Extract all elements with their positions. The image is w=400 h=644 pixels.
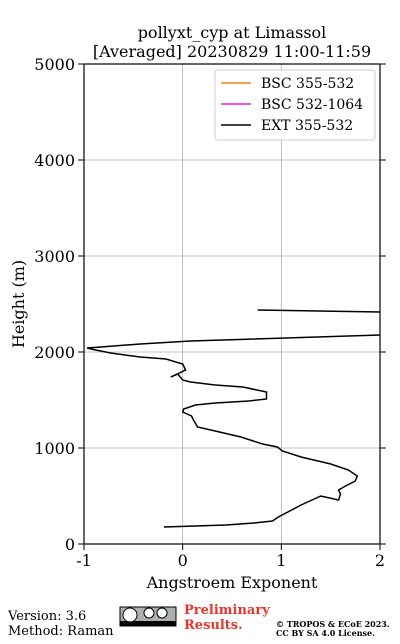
- x-tick-label: -1: [76, 551, 92, 570]
- line: [86, 309, 381, 528]
- method: Method: Raman: [8, 624, 114, 639]
- y-axis-label: Height (m): [9, 260, 28, 348]
- legend-label: BSC 355-532: [261, 76, 354, 92]
- y-tick-label: 1000: [34, 439, 75, 458]
- y-tick-label: 3000: [34, 247, 75, 266]
- chart-subtitle: [Averaged] 20230829 11:00-11:59: [93, 42, 371, 61]
- results: Results.: [184, 618, 243, 633]
- license: CC BY SA 4.0 License.: [276, 628, 375, 638]
- legend-box: [214, 69, 376, 141]
- copyright: © TROPOS & ECoE 2023.: [276, 619, 390, 629]
- y-tick-label: 2000: [34, 343, 75, 362]
- x-tick-label: 0: [178, 551, 188, 570]
- preliminary: Preliminary: [184, 603, 270, 618]
- y-tick-label: 5000: [34, 55, 75, 74]
- legend-label: EXT 355-532: [261, 118, 353, 134]
- x-tick-label: 2: [375, 551, 385, 570]
- plot-frame: [83, 63, 381, 545]
- x-tick-label: 1: [276, 551, 286, 570]
- cc-logo: [119, 606, 177, 627]
- chart-title: pollyxt_cyp at Limassol: [138, 23, 327, 42]
- version: Version: 3.6: [7, 609, 86, 624]
- y-tick-label: 0: [65, 535, 75, 554]
- x-axis-label: Angstroem Exponent: [146, 573, 318, 592]
- legend-label: BSC 532-1064: [261, 97, 363, 113]
- y-tick-label: 4000: [34, 151, 75, 170]
